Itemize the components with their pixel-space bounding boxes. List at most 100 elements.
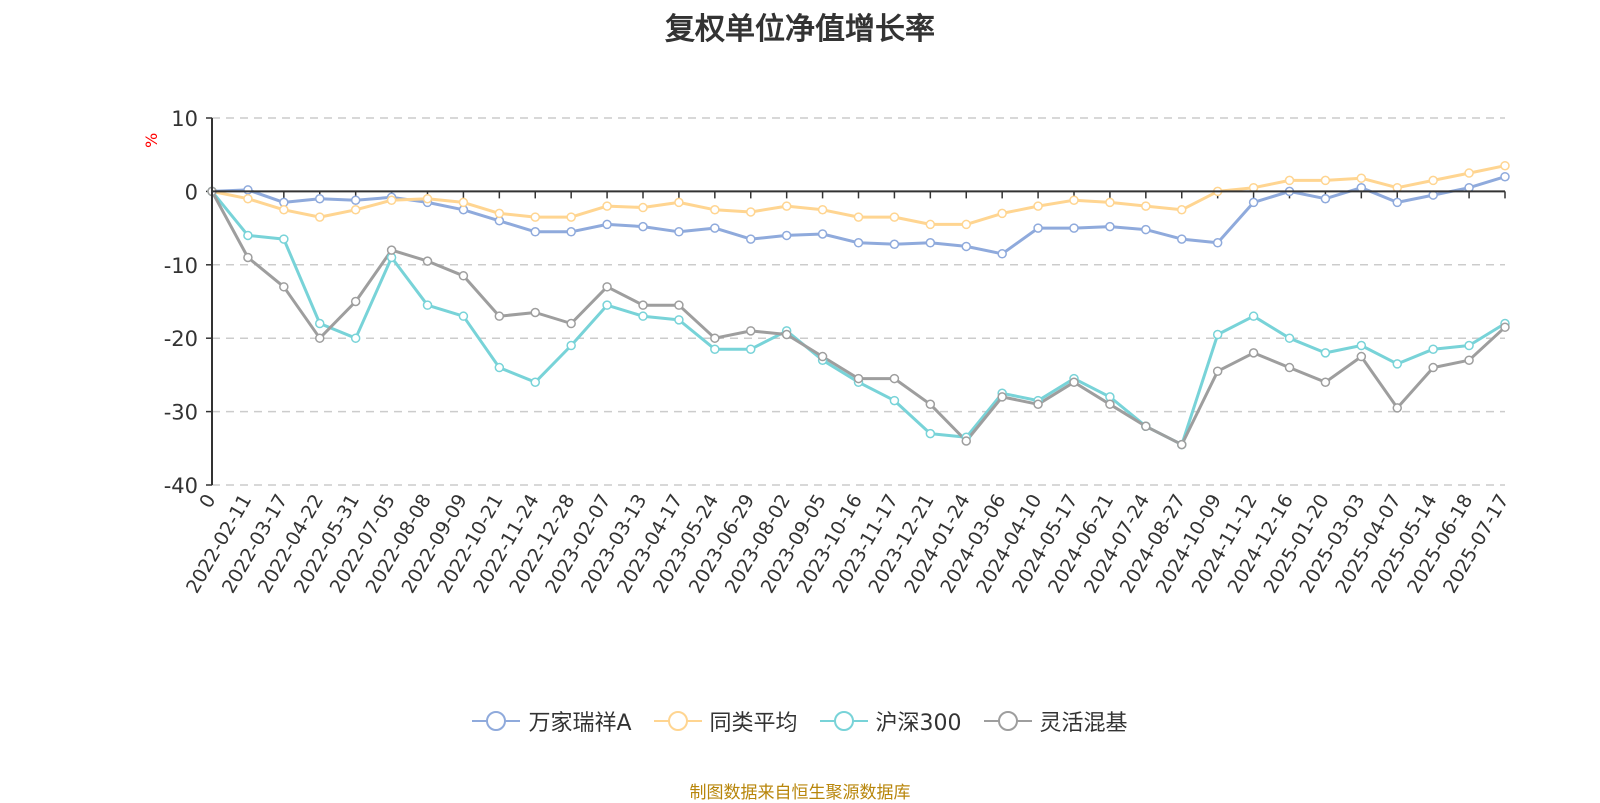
data-point (710, 344, 720, 354)
data-point (1141, 201, 1151, 211)
data-point (925, 399, 936, 410)
data-point (602, 201, 612, 211)
data-point (243, 193, 253, 204)
data-point (1069, 223, 1079, 233)
data-point (1033, 399, 1043, 410)
data-point (530, 227, 540, 237)
data-point (494, 311, 505, 321)
data-point (422, 193, 433, 204)
data-point (889, 212, 900, 222)
data-point (1248, 348, 1259, 358)
data-point (243, 252, 253, 263)
data-point (1464, 340, 1474, 351)
data-point (315, 212, 325, 222)
data-point (638, 311, 648, 321)
data-point (315, 193, 325, 204)
data-point (1392, 359, 1402, 369)
y-tick-label: -10 (164, 254, 198, 278)
data-point (1141, 224, 1151, 235)
data-point (386, 245, 397, 255)
data-point (1177, 234, 1187, 244)
data-point (961, 219, 971, 230)
data-point (602, 282, 612, 292)
data-point (1320, 377, 1331, 387)
data-point (279, 205, 289, 215)
data-point (1177, 205, 1187, 215)
data-point (961, 241, 971, 252)
legend: 万家瑞祥A 同类平均 沪深300 灵活混基 (0, 705, 1600, 737)
data-point (853, 238, 864, 248)
data-point (889, 395, 900, 406)
y-tick-label: 0 (185, 180, 198, 204)
data-point (889, 373, 900, 384)
data-point (853, 212, 864, 222)
data-point (315, 333, 325, 343)
data-point (530, 307, 540, 318)
data-point (1069, 195, 1079, 205)
data-point (1105, 221, 1115, 232)
data-point (925, 219, 936, 230)
grid-lines (212, 117, 1505, 486)
data-point (1392, 197, 1402, 208)
legend-item[interactable]: 灵活混基 (983, 705, 1128, 737)
data-point (781, 329, 792, 340)
data-point (817, 229, 828, 239)
y-tick-label: -20 (164, 327, 198, 351)
data-point (746, 207, 756, 217)
data-point (746, 344, 756, 354)
data-point (997, 208, 1007, 219)
data-point (350, 195, 361, 205)
data-point (1033, 201, 1043, 211)
data-point (961, 436, 971, 446)
data-point (458, 271, 469, 281)
data-point (925, 238, 936, 248)
legend-item[interactable]: 同类平均 (653, 705, 798, 737)
data-point (530, 212, 540, 222)
data-point (1428, 175, 1438, 186)
data-point (1284, 333, 1295, 343)
data-point (530, 377, 540, 387)
data-point (243, 230, 253, 241)
data-point (817, 351, 828, 362)
data-point (494, 208, 505, 219)
data-point (710, 333, 720, 343)
y-tick-label: -30 (164, 401, 198, 425)
data-point (674, 197, 684, 208)
data-point (386, 195, 397, 205)
data-point (350, 333, 361, 343)
legend-label: 沪深300 (875, 711, 962, 736)
data-point (602, 219, 612, 230)
data-point (1320, 175, 1331, 186)
data-point (746, 234, 756, 244)
data-point (243, 185, 253, 195)
data-point (566, 212, 576, 222)
data-point (602, 300, 612, 310)
data-point (1500, 160, 1510, 171)
series-lines (207, 160, 1510, 450)
x-axis-ticks: 02022-02-112022-03-172022-04-222022-05-3… (182, 191, 1513, 597)
data-point (1464, 168, 1474, 178)
y-tick-label: 10 (171, 107, 198, 131)
data-point (1248, 197, 1259, 208)
line-chart: 10 0 -10 -20 -30 -40 02022-02-112022-03-17202… (164, 107, 1514, 597)
legend-label: 万家瑞祥A (528, 711, 632, 736)
data-point (315, 318, 325, 329)
data-point (1284, 175, 1295, 186)
data-point (422, 300, 433, 310)
data-point (1356, 340, 1367, 351)
chart-title: 复权单位净值增长率 (665, 12, 935, 47)
data-point (853, 373, 864, 384)
legend-item[interactable]: 沪深300 (819, 705, 962, 737)
data-point (674, 227, 684, 237)
data-point (997, 249, 1007, 259)
legend-item[interactable]: 万家瑞祥A (472, 705, 632, 737)
data-point (1212, 238, 1223, 248)
data-point (422, 256, 433, 266)
y-axis-ticks: 10 0 -10 -20 -30 -40 (164, 107, 212, 498)
legend-label: 灵活混基 (1039, 711, 1128, 736)
legend-line-icon (819, 711, 868, 731)
data-point (1320, 193, 1331, 204)
data-point (638, 300, 648, 310)
data-point (350, 205, 361, 215)
legend-label: 同类平均 (709, 711, 798, 736)
